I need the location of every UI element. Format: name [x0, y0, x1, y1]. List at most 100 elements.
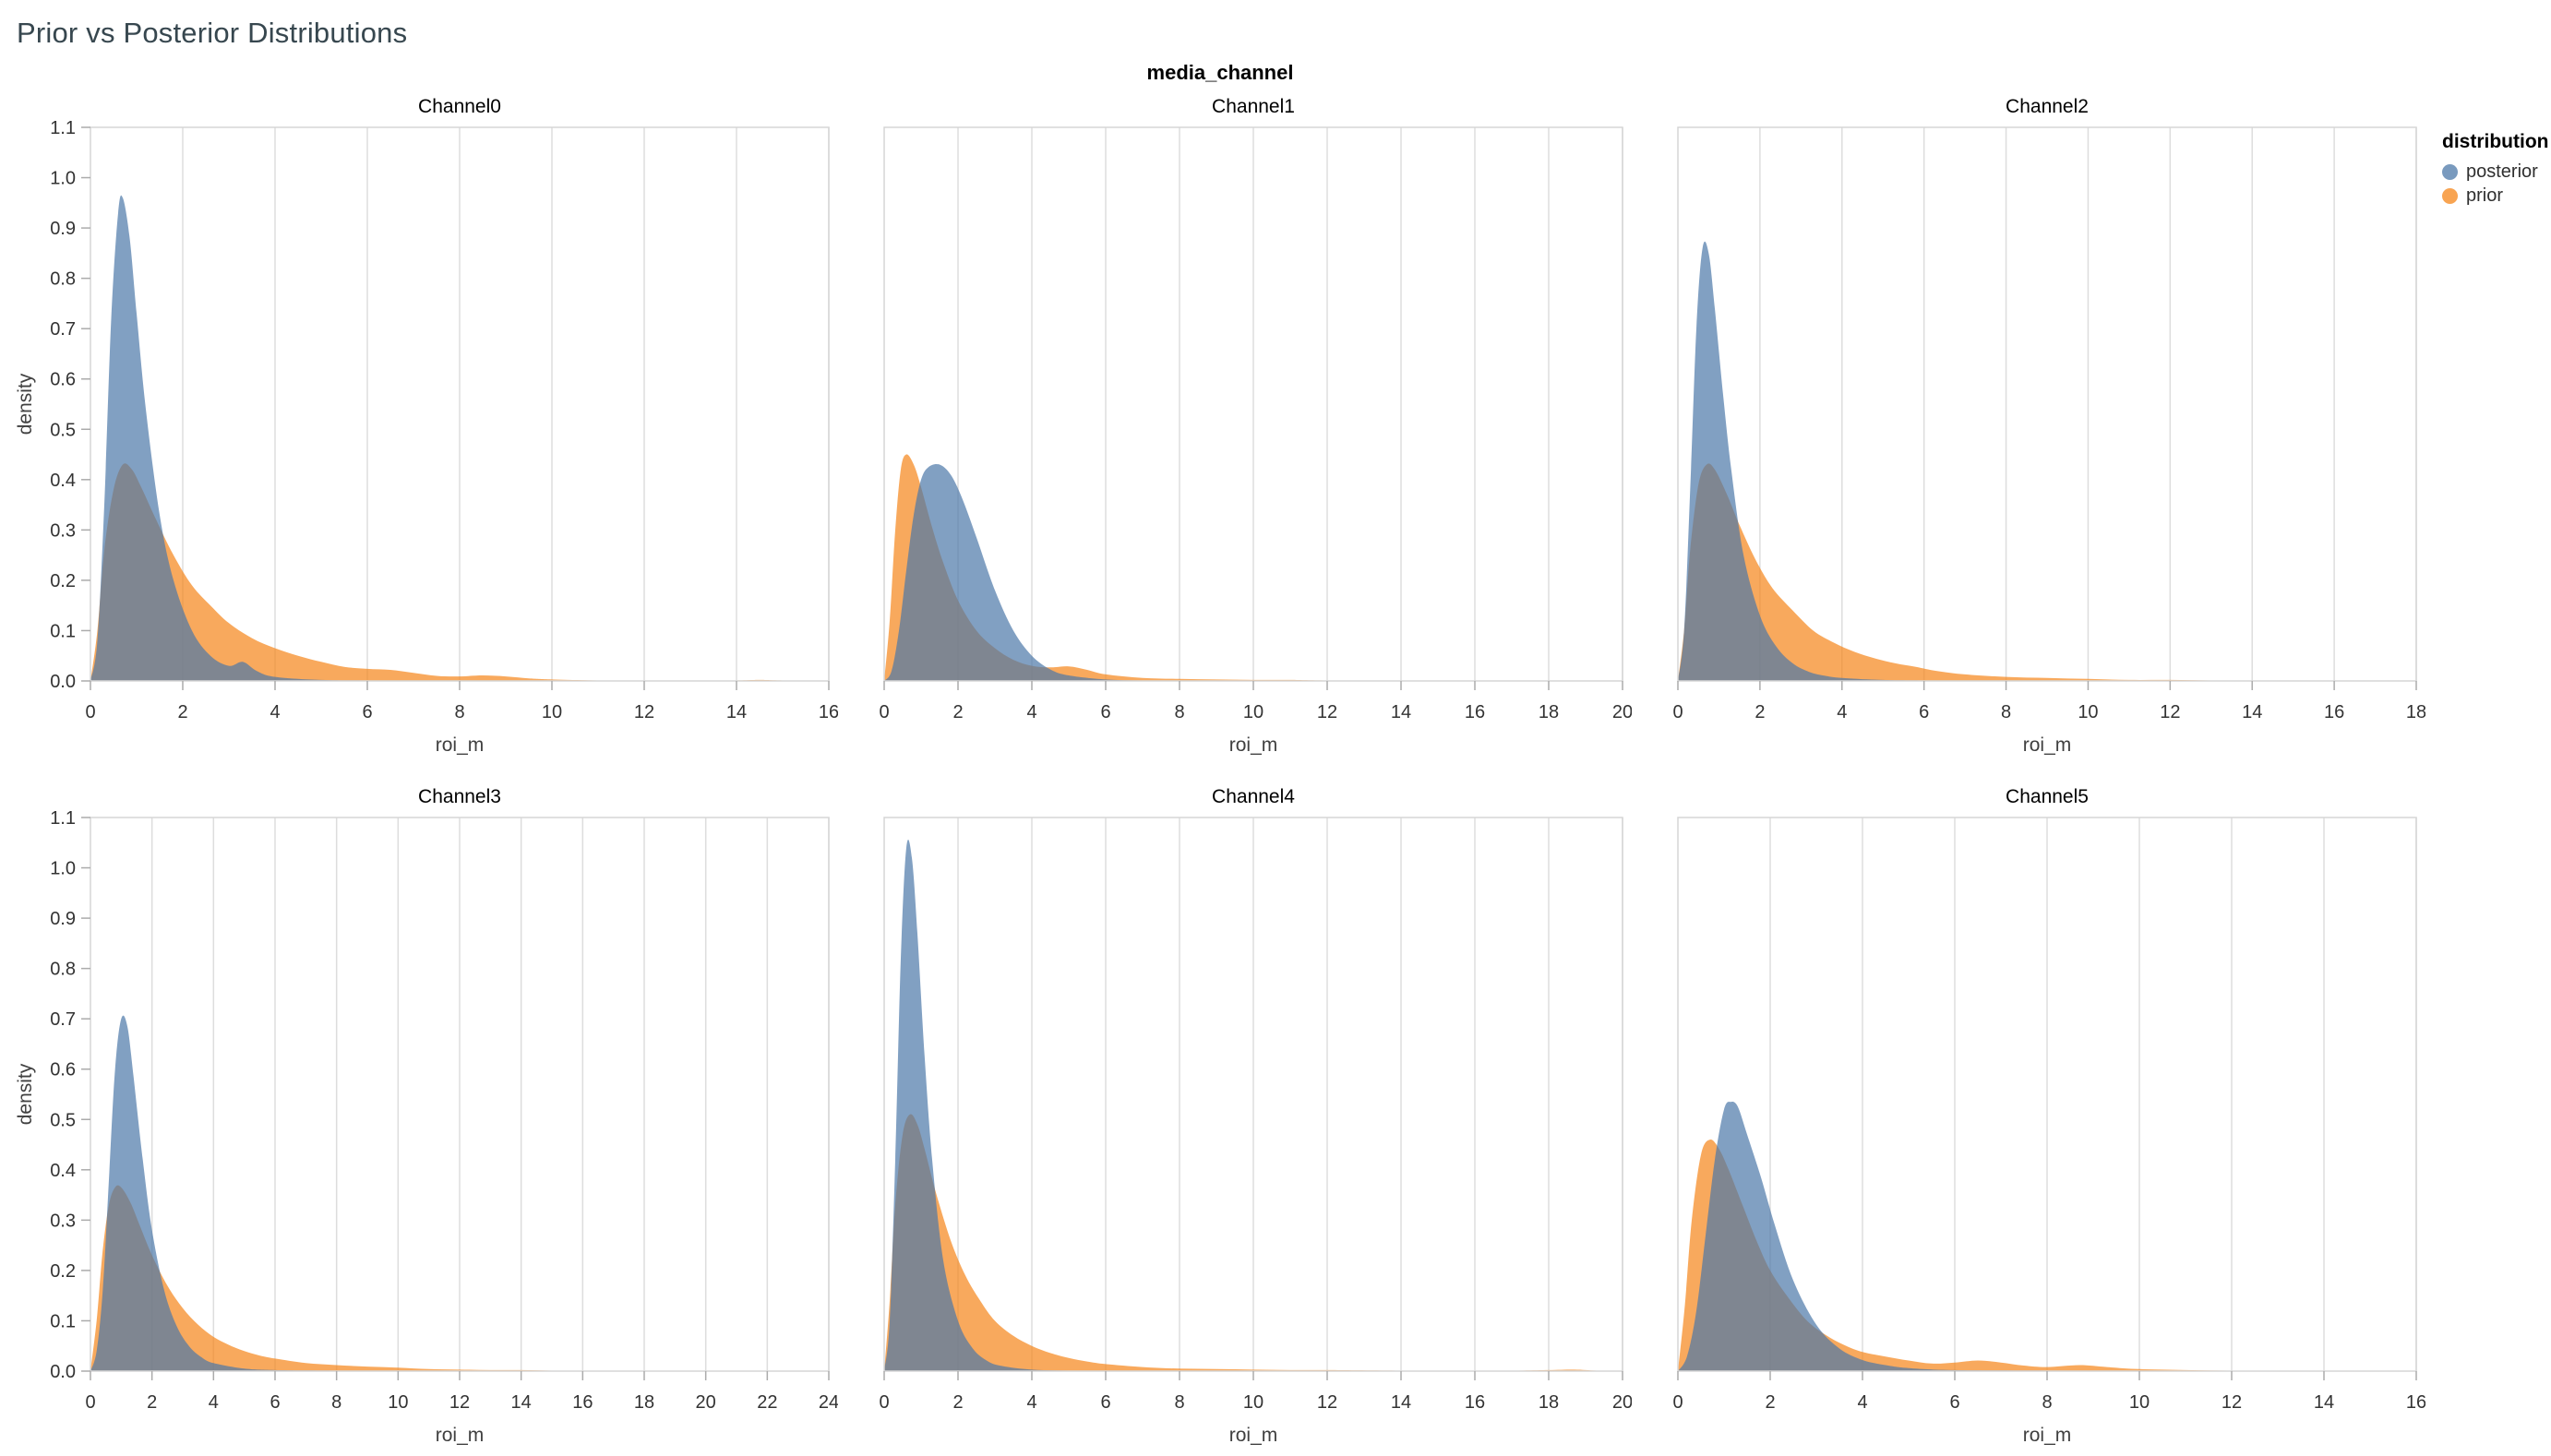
x-axis-title: roi_m [1229, 734, 1278, 756]
x-tick-label: 0 [879, 702, 889, 722]
x-tick-label: 20 [696, 1392, 716, 1413]
legend: distribution posterior prior [2427, 131, 2548, 210]
x-tick-label: 6 [1949, 1392, 1959, 1413]
y-tick-label: 0.3 [50, 520, 76, 541]
legend-entry-prior: prior [2442, 186, 2548, 205]
x-tick-label: 6 [1100, 702, 1110, 722]
facet-header: media_channel [1146, 61, 1294, 84]
x-tick-label: 18 [1539, 702, 1559, 722]
y-tick-label: 0.2 [50, 1261, 76, 1282]
x-tick-label: 20 [1612, 702, 1632, 722]
x-tick-label: 10 [542, 702, 562, 722]
y-tick-label: 1.1 [50, 808, 76, 829]
x-tick-label: 10 [2078, 702, 2098, 722]
x-tick-label: 2 [1755, 702, 1765, 722]
x-tick-label: 16 [2324, 702, 2344, 722]
y-tick-label: 0.6 [50, 1060, 76, 1080]
x-tick-label: 8 [1174, 1392, 1184, 1413]
x-tick-label: 14 [2314, 1392, 2334, 1413]
x-tick-label: 0 [1672, 702, 1683, 722]
x-tick-label: 10 [1243, 1392, 1264, 1413]
x-tick-label: 8 [2001, 702, 2011, 722]
x-tick-label: 14 [511, 1392, 532, 1413]
y-tick-label: 0.9 [50, 909, 76, 929]
facet-Channel3: Channel3 0 2 4 6 8 10 12 14 16 18 20 22 24 roi_m 0.0 0.1… [13, 779, 838, 1449]
y-tick-label: 0.8 [50, 960, 76, 980]
x-axis-title: roi_m [1229, 1425, 1278, 1446]
facet-grid-column: media_channel Channel0 0 2 4 6 8 10 12 14 16 roi_m… [13, 61, 2427, 1449]
panel-border [1677, 126, 2417, 682]
x-tick-label: 12 [2160, 702, 2180, 722]
y-tick-label: 1.0 [50, 169, 76, 189]
facet-Channel4: Channel4 0 2 4 6 8 10 12 14 16 18 20 roi_m [875, 779, 1632, 1449]
facet-Channel5: Channel5 0 2 4 6 8 10 12 14 16 roi_m [1669, 779, 2425, 1449]
x-tick-label: 24 [819, 1392, 838, 1413]
facet-title: Channel0 [418, 96, 501, 117]
y-tick-label: 0.5 [50, 1110, 76, 1130]
x-tick-label: 16 [572, 1392, 593, 1413]
x-tick-label: 6 [1919, 702, 1929, 722]
x-tick-label: 16 [819, 702, 838, 722]
facet-title: Channel3 [418, 786, 501, 807]
y-tick-label: 1.0 [50, 859, 76, 879]
x-tick-label: 14 [1391, 702, 1411, 722]
density-plot: Channel0 0 2 4 6 8 10 12 14 16 roi_m 0.0 0.1 0.2 0.3 0.… [15, 96, 838, 756]
posterior-area [884, 463, 1623, 681]
x-tick-label: 2 [952, 1392, 963, 1413]
x-tick-label: 8 [2042, 1392, 2052, 1413]
x-tick-label: 20 [1612, 1392, 1632, 1413]
x-tick-label: 18 [2406, 702, 2425, 722]
x-tick-label: 10 [388, 1392, 408, 1413]
posterior-area [1678, 241, 2416, 681]
density-plot: Channel1 0 2 4 6 8 10 12 14 16 18 20 roi_m [879, 96, 1632, 756]
y-tick-label: 0.7 [50, 1009, 76, 1030]
density-plot: Channel5 0 2 4 6 8 10 12 14 16 roi_m [1672, 786, 2425, 1446]
x-tick-label: 16 [1465, 1392, 1485, 1413]
facet-Channel1: Channel1 0 2 4 6 8 10 12 14 16 18 20 roi_m [875, 89, 1632, 758]
y-tick-label: 0.4 [50, 471, 76, 491]
prior-area [1678, 463, 2416, 681]
density-plot: Channel2 0 2 4 6 8 10 12 14 16 18 roi_m [1672, 96, 2425, 756]
x-tick-label: 16 [1465, 702, 1485, 722]
y-tick-label: 0.1 [50, 621, 76, 641]
x-tick-label: 0 [85, 1392, 95, 1413]
x-tick-label: 8 [331, 1392, 341, 1413]
density-plot: Channel4 0 2 4 6 8 10 12 14 16 18 20 roi_m [879, 786, 1632, 1446]
y-tick-label: 0.1 [50, 1311, 76, 1331]
facet-grid: Channel0 0 2 4 6 8 10 12 14 16 roi_m 0.0 0.1 0.2 0.3 0.… [13, 89, 2427, 1449]
y-tick-label: 0.0 [50, 672, 76, 692]
x-tick-label: 2 [177, 702, 187, 722]
facet-Channel2: Channel2 0 2 4 6 8 10 12 14 16 18 roi_m [1669, 89, 2425, 758]
chart-layout: media_channel Channel0 0 2 4 6 8 10 12 14 16 roi_m… [13, 61, 2551, 1449]
y-tick-label: 0.8 [50, 269, 76, 290]
posterior-area [90, 195, 829, 681]
x-tick-label: 4 [1857, 1392, 1867, 1413]
y-axis-title: density [15, 373, 36, 435]
legend-swatch-icon [2442, 163, 2458, 180]
x-tick-label: 18 [1539, 1392, 1559, 1413]
legend-label: prior [2466, 185, 2504, 206]
facet-Channel0: Channel0 0 2 4 6 8 10 12 14 16 roi_m 0.0 0.1 0.2 0.3 0.… [13, 89, 838, 758]
y-tick-label: 0.7 [50, 319, 76, 340]
x-tick-label: 12 [449, 1392, 470, 1413]
y-tick-label: 0.5 [50, 420, 76, 440]
x-tick-label: 14 [1391, 1392, 1411, 1413]
x-tick-label: 18 [634, 1392, 654, 1413]
x-tick-label: 2 [952, 702, 963, 722]
x-tick-label: 10 [1243, 702, 1264, 722]
x-tick-label: 8 [1174, 702, 1184, 722]
legend-entry-posterior: posterior [2442, 162, 2548, 181]
y-tick-label: 0.9 [50, 219, 76, 239]
x-axis-title: roi_m [436, 734, 485, 756]
x-tick-label: 12 [634, 702, 654, 722]
x-tick-label: 22 [757, 1392, 777, 1413]
x-tick-label: 4 [1026, 702, 1036, 722]
y-tick-label: 0.2 [50, 571, 76, 591]
x-tick-label: 6 [269, 1392, 280, 1413]
x-tick-label: 12 [1317, 1392, 1337, 1413]
x-tick-label: 6 [362, 702, 372, 722]
x-tick-label: 4 [269, 702, 280, 722]
y-axis-title: density [15, 1063, 36, 1125]
